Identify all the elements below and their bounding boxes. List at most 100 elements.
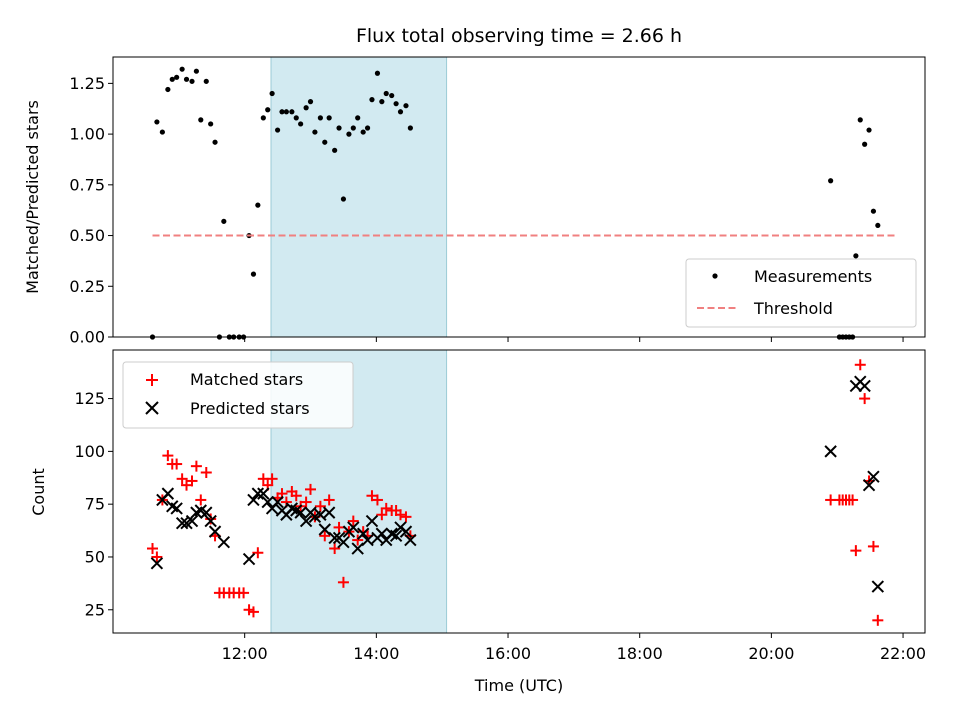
panel-bottom-frame (112, 349, 926, 634)
measurements-point-3 (165, 86, 171, 93)
measurements-point-50 (389, 92, 395, 99)
matched-stars-point-30 (290, 490, 302, 502)
measurements-point-37 (326, 115, 332, 121)
y-tick-label-top-0: 0.00 (69, 328, 105, 347)
x-tick-label-2: 16:00 (485, 644, 531, 663)
matched-stars-point-37 (323, 494, 335, 506)
measurements-point-38 (332, 147, 338, 153)
matched-stars-point-32 (300, 496, 312, 508)
legend-measurements-label: Measurements (754, 267, 872, 286)
matched-stars-point-19 (238, 587, 250, 599)
y-tick-label-bot-1: 50 (85, 547, 105, 566)
matched-stars-point-35 (314, 500, 326, 512)
matched-stars-point-12 (205, 513, 217, 525)
predicted-stars-point-48 (404, 533, 417, 547)
series-matched-stars (147, 359, 884, 626)
measurements-point-10 (198, 117, 204, 123)
y-axis-label-top: Matched/Predicted stars (23, 100, 42, 294)
measurements-point-24 (265, 107, 271, 113)
predicted-stars-point-52 (858, 379, 871, 393)
measurements-point-21 (250, 271, 257, 277)
x-tick-label-1: 14:00 (353, 644, 399, 663)
measurements-point-34 (312, 129, 318, 135)
measurements-point-49 (383, 90, 389, 97)
y-tick-label-top-4: 1.00 (69, 125, 105, 144)
predicted-stars-point-31 (322, 506, 336, 519)
matched-stars-point-48 (376, 509, 388, 521)
predicted-stars-point-45 (389, 529, 403, 543)
legend-bottom: Matched stars Predicted stars (122, 361, 354, 429)
matched-stars-point-11 (200, 466, 212, 478)
legend-predicted-marker (145, 401, 159, 415)
x-tick-label-4: 20:00 (748, 644, 794, 663)
legend-matched-marker (146, 374, 158, 386)
measurements-point-39 (336, 125, 342, 131)
x-tick-label-0: 12:00 (222, 644, 268, 663)
measurements-point-22 (255, 202, 261, 208)
matched-stars-point-3 (162, 450, 174, 462)
y-tick-label-top-5: 1.25 (69, 74, 105, 93)
measurements-point-29 (289, 109, 295, 115)
matched-stars-point-40 (337, 576, 349, 588)
y-tick-label-bot-4: 125 (74, 389, 105, 408)
measurements-point-52 (397, 109, 404, 115)
legend-threshold-label: Threshold (753, 299, 833, 318)
matched-stars-point-8 (186, 475, 198, 487)
matched-stars-point-60 (847, 494, 859, 506)
measurements-point-5 (174, 74, 180, 80)
measurements-point-45 (364, 125, 371, 131)
predicted-stars-point-15 (247, 493, 260, 507)
y-axis-label-bottom: Count (29, 468, 48, 516)
matched-stars-point-62 (854, 359, 866, 371)
matched-stars-point-49 (380, 502, 392, 514)
measurements-point-61 (853, 253, 859, 259)
predicted-stars-point-12 (208, 525, 222, 538)
predicted-stars-point-34 (337, 535, 350, 549)
predicted-stars-point-20 (271, 495, 284, 509)
matched-stars-point-10 (195, 494, 207, 506)
measurements-point-15 (221, 218, 227, 224)
measurements-point-48 (379, 99, 385, 105)
measurements-point-46 (369, 97, 375, 103)
matched-stars-point-39 (333, 521, 345, 533)
series-predicted-stars (150, 375, 885, 593)
matched-stars-point-38 (329, 543, 341, 555)
matched-stars-point-61 (850, 545, 862, 557)
measurements-point-40 (340, 196, 347, 202)
predicted-stars-point-14 (242, 552, 256, 566)
matched-stars-point-1 (151, 551, 163, 563)
measurements-point-4 (169, 76, 175, 82)
matched-stars-point-63 (859, 393, 871, 405)
chart-title: Flux total observing time = 2.66 h (356, 25, 682, 47)
x-tick-label-5: 22:00 (880, 644, 926, 663)
y-tick-label-bot-2: 75 (85, 495, 105, 514)
legend-matched-label: Matched stars (190, 370, 303, 389)
matched-stars-point-42 (347, 515, 359, 527)
y-tick-label-top-2: 0.50 (69, 226, 105, 245)
matched-stars-point-52 (394, 509, 406, 521)
panel-bottom: 25 50 75 100 125 12:00 14:00 16:00 18:00 20:00 22… (29, 349, 926, 695)
measurements-point-27 (279, 109, 285, 115)
predicted-stars-point-38 (356, 527, 370, 540)
measurements-point-65 (870, 208, 877, 214)
predicted-stars-point-0 (150, 557, 164, 570)
measurements-point-9 (193, 68, 199, 74)
measurements-point-62 (857, 117, 863, 123)
matched-stars-point-22 (252, 547, 264, 559)
matched-stars-point-36 (319, 530, 331, 542)
measurements-point-23 (260, 115, 266, 121)
y-tick-label-top-3: 0.75 (69, 175, 105, 194)
predicted-stars-point-18 (261, 495, 274, 509)
matched-stars-point-65 (867, 540, 879, 552)
measurements-point-35 (317, 115, 323, 121)
predicted-stars-point-11 (204, 514, 217, 528)
measurements-point-7 (183, 76, 190, 82)
legend-measurements-marker (712, 273, 718, 279)
measurements-point-2 (159, 129, 165, 135)
y-tick-label-bot-0: 25 (85, 600, 105, 619)
measurements-point-54 (407, 125, 413, 131)
matched-stars-point-53 (400, 511, 412, 523)
predicted-stars-point-5 (175, 516, 189, 530)
predicted-stars-point-2 (161, 487, 175, 500)
